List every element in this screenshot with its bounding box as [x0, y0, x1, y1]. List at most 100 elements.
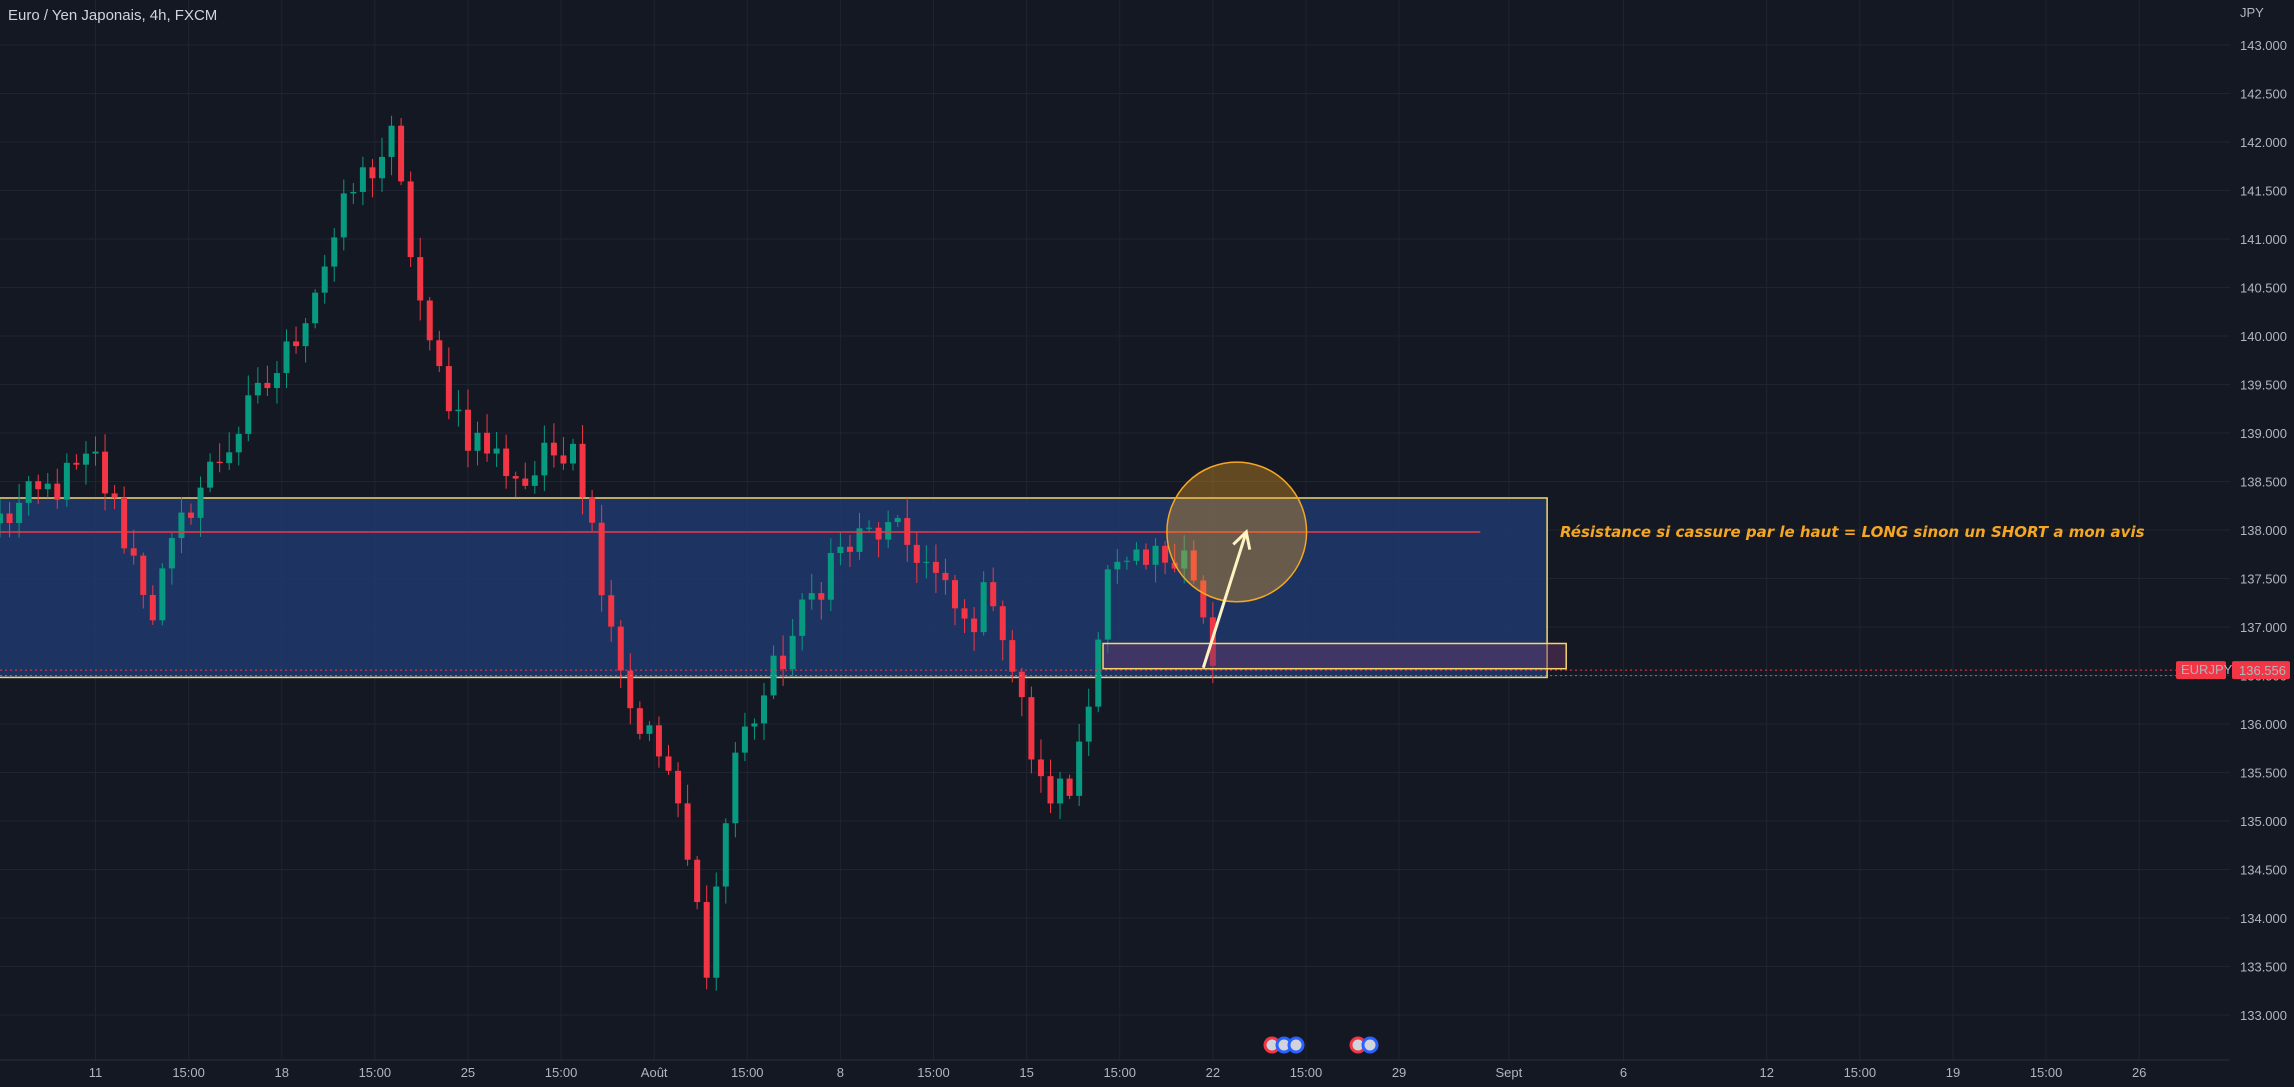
candle	[1181, 535, 1188, 584]
candle-body	[1076, 741, 1083, 796]
candle	[474, 421, 481, 466]
candle-body	[92, 451, 99, 454]
candle	[655, 716, 662, 768]
event-markers	[1263, 1036, 1379, 1054]
time-tick-label: Août	[641, 1065, 668, 1080]
candle	[1057, 771, 1064, 820]
candle	[1028, 686, 1035, 774]
candle	[207, 453, 214, 493]
price-tick-label: 138.000	[2240, 523, 2287, 538]
candle	[961, 599, 968, 634]
candle	[455, 390, 462, 427]
candle	[0, 498, 3, 538]
candle	[54, 468, 61, 509]
annotation-text: Résistance si cassure par le haut = LONG…	[1560, 523, 2145, 541]
candle	[312, 289, 319, 329]
candle	[82, 441, 89, 485]
candle-body	[6, 513, 13, 523]
candle	[789, 618, 796, 677]
candle-body	[598, 522, 605, 596]
arrow-shaft	[1201, 531, 1248, 669]
candle	[722, 818, 729, 904]
time-tick-label: 29	[1392, 1065, 1406, 1080]
candle	[913, 531, 920, 583]
candle-body	[608, 595, 615, 627]
candle	[1152, 537, 1159, 583]
candle-body	[273, 373, 280, 389]
candle-body	[254, 382, 261, 396]
candle-body	[741, 726, 748, 753]
candle-body	[665, 756, 672, 771]
candle-body	[1171, 562, 1178, 569]
candle	[846, 535, 853, 568]
candle-body	[560, 455, 567, 464]
candle-body	[63, 462, 70, 500]
candle-body	[16, 502, 23, 523]
candle	[379, 137, 385, 192]
candle-body	[694, 859, 701, 903]
candle	[856, 512, 863, 560]
candle	[541, 425, 548, 492]
candle-body	[589, 497, 596, 523]
price-tick-label: 136.000	[2240, 717, 2287, 732]
candle	[1114, 548, 1121, 584]
candle-body	[636, 708, 643, 734]
candle	[331, 228, 338, 282]
candle-body	[455, 409, 462, 412]
candle-body	[111, 493, 118, 498]
candle-body	[684, 803, 691, 860]
candle-body	[1018, 671, 1025, 698]
candle-body	[407, 181, 414, 258]
candle	[388, 115, 395, 176]
time-tick-label: 11	[89, 1065, 103, 1080]
candle-body	[159, 568, 166, 621]
price-tick-label: 141.000	[2240, 232, 2287, 247]
candle-body	[235, 433, 242, 453]
price-tick-label: 135.000	[2240, 814, 2287, 829]
candle	[1104, 565, 1111, 653]
candle-body	[436, 340, 443, 367]
candle-body	[359, 167, 366, 192]
candle-body	[751, 723, 758, 727]
candle	[675, 762, 682, 818]
candle-body	[713, 886, 720, 978]
candle	[522, 462, 529, 490]
candle-body	[245, 395, 252, 434]
candle-body	[770, 655, 777, 696]
candle-body	[82, 453, 89, 465]
candle-body	[331, 237, 338, 267]
candle-body	[1047, 776, 1054, 804]
candle-body	[168, 538, 175, 569]
price-tick-label: 141.500	[2240, 184, 2287, 199]
candle	[1085, 688, 1092, 756]
candle-body	[102, 451, 109, 494]
event-marker-icon	[1287, 1036, 1305, 1054]
price-tick-label: 135.500	[2240, 766, 2287, 781]
candle	[713, 872, 720, 991]
candle	[627, 653, 634, 725]
candle-body	[550, 442, 557, 456]
candle	[923, 545, 930, 579]
candle	[1066, 774, 1073, 800]
candle	[273, 360, 280, 404]
candle-body	[627, 670, 634, 709]
candle	[293, 326, 300, 354]
candle-body	[283, 341, 290, 374]
candles	[0, 115, 1216, 991]
candle	[226, 432, 233, 470]
symbol-title[interactable]: Euro / Yen Japonais, 4h, FXCM	[8, 7, 218, 24]
candle-body	[503, 448, 510, 477]
candle-body	[646, 725, 653, 734]
price-scale: JPY 143.000 142.500 142.000 141.500 141.000 14…	[2230, 0, 2294, 1087]
price-tick-label: 138.500	[2240, 475, 2287, 490]
candle-body	[1133, 549, 1140, 561]
candle	[894, 515, 901, 527]
candle-body	[846, 546, 853, 552]
candle-body	[808, 593, 815, 600]
candle-body	[312, 292, 319, 324]
candle	[741, 712, 748, 762]
candle	[1123, 556, 1130, 570]
candle	[694, 856, 701, 910]
